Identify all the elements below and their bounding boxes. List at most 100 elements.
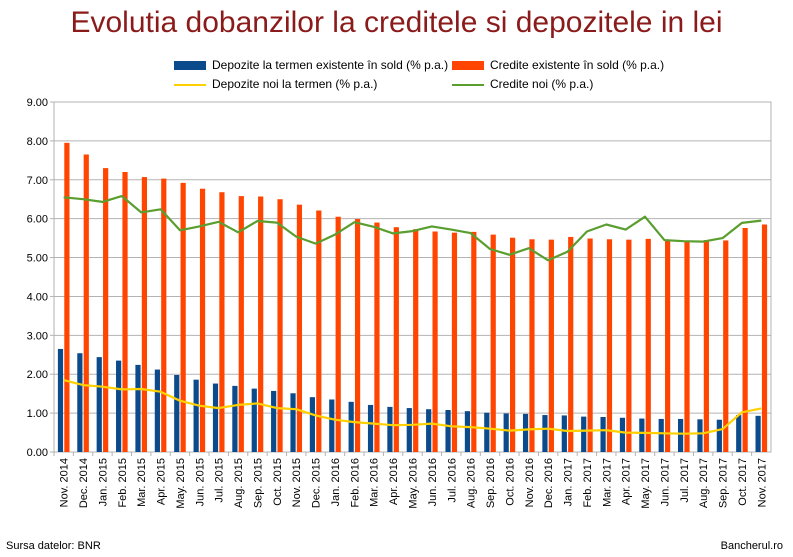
x-tick-label: Dec. 2014 bbox=[78, 458, 90, 508]
x-tick-label: Mar. 2017 bbox=[601, 458, 613, 507]
x-tick-label: Jun. 2015 bbox=[194, 458, 206, 506]
bar-credits-stock bbox=[742, 228, 748, 452]
x-tick-label: Nov. 2015 bbox=[291, 458, 303, 507]
x-tick-label: May. 2017 bbox=[640, 458, 652, 509]
bar-credits-stock bbox=[413, 229, 419, 452]
bar-credits-stock bbox=[606, 239, 613, 452]
bar-credits-stock bbox=[703, 240, 709, 452]
line-credits-new bbox=[63, 195, 762, 262]
bar-credits-stock bbox=[180, 182, 186, 452]
bar-credits-stock bbox=[471, 231, 477, 452]
x-tick-label: Aug. 2016 bbox=[466, 458, 478, 508]
x-tick-label: Aug. 2015 bbox=[233, 458, 245, 508]
legend-swatch-credits-stock bbox=[452, 61, 484, 70]
y-tick-label: 7.00 bbox=[27, 175, 48, 187]
legend-swatch-credits-new bbox=[452, 84, 484, 86]
x-tick-label: Jul. 2016 bbox=[446, 458, 458, 503]
bar-deposits-stock bbox=[484, 412, 490, 452]
y-tick-label: 0.00 bbox=[27, 447, 48, 459]
bar-credits-stock bbox=[296, 204, 303, 452]
legend-label-credits-stock: Credite existente în sold (% p.a.) bbox=[490, 58, 665, 72]
bar-credits-stock bbox=[103, 168, 109, 452]
bar-deposits-stock bbox=[503, 413, 509, 452]
bar-credits-stock bbox=[587, 238, 593, 452]
bar-deposits-stock bbox=[716, 419, 722, 452]
legend-item-credits-new: Credite noi (% p.a.) bbox=[452, 77, 702, 92]
y-tick-label: 4.00 bbox=[27, 291, 48, 303]
y-tick-label: 2.00 bbox=[27, 369, 48, 381]
bar-deposits-stock bbox=[193, 379, 199, 452]
x-tick-label: Dec. 2016 bbox=[543, 458, 555, 508]
bar-deposits-stock bbox=[57, 348, 64, 452]
bar-deposits-stock bbox=[232, 385, 238, 452]
x-tick-label: Nov. 2016 bbox=[524, 458, 536, 507]
x-tick-label: Oct. 2017 bbox=[737, 458, 749, 506]
x-tick-label: Mar. 2016 bbox=[369, 458, 381, 507]
bar-deposits-stock bbox=[271, 390, 277, 452]
bar-credits-stock bbox=[432, 231, 438, 452]
bar-credits-stock bbox=[64, 142, 70, 453]
legend-label-deposits-new: Depozite noi la termen (% p.a.) bbox=[212, 77, 378, 91]
x-tick-label: Oct. 2015 bbox=[272, 458, 284, 506]
bar-credits-stock bbox=[723, 240, 729, 452]
x-tick-label: Apr. 2015 bbox=[156, 458, 168, 505]
bar-deposits-stock bbox=[658, 418, 664, 452]
line-deposits-new bbox=[63, 379, 762, 435]
bar-deposits-stock bbox=[387, 406, 393, 452]
bar-credits-stock bbox=[83, 154, 89, 452]
x-tick-label: Jan. 2015 bbox=[97, 458, 109, 506]
x-tick-label: Sep. 2015 bbox=[252, 458, 264, 508]
x-tick-label: Jan. 2017 bbox=[563, 458, 575, 506]
bar-deposits-stock bbox=[600, 417, 606, 452]
legend-swatch-deposits-stock bbox=[174, 61, 206, 70]
x-tick-label: May. 2016 bbox=[408, 458, 420, 509]
bar-credits-stock bbox=[509, 237, 516, 452]
bar-credits-stock bbox=[568, 236, 574, 452]
x-tick-label: Jan. 2016 bbox=[330, 458, 342, 506]
bar-deposits-stock bbox=[329, 399, 335, 452]
x-tick-label: Nov. 2017 bbox=[756, 458, 768, 507]
bar-credits-stock bbox=[141, 177, 148, 453]
bar-credits-stock bbox=[161, 178, 167, 452]
legend-item-credits-stock: Credite existente în sold (% p.a.) bbox=[452, 58, 702, 73]
bar-credits-stock bbox=[374, 222, 380, 452]
bar-credits-stock bbox=[238, 196, 244, 452]
bar-deposits-stock bbox=[135, 364, 141, 452]
bar-credits-stock bbox=[626, 239, 632, 452]
bar-deposits-stock bbox=[522, 413, 529, 452]
legend-label-deposits-stock: Depozite la termen existente în sold (% … bbox=[212, 58, 449, 72]
bar-credits-stock bbox=[354, 219, 361, 452]
bar-deposits-stock bbox=[348, 401, 354, 452]
x-tick-label: Dec. 2015 bbox=[311, 458, 323, 508]
bar-deposits-stock bbox=[677, 418, 684, 452]
bar-deposits-stock bbox=[154, 369, 160, 452]
bar-deposits-stock bbox=[251, 388, 257, 452]
x-tick-label: Oct. 2016 bbox=[504, 458, 516, 506]
x-tick-label: Jun. 2017 bbox=[659, 458, 671, 506]
bar-credits-stock bbox=[684, 241, 690, 452]
footer-source: Sursa datelor: BNR bbox=[6, 540, 101, 552]
bar-deposits-stock bbox=[426, 409, 432, 452]
x-tick-label: Aug. 2017 bbox=[698, 458, 710, 508]
bar-deposits-stock bbox=[697, 419, 703, 452]
bar-credits-stock bbox=[665, 239, 671, 452]
x-tick-label: Feb. 2015 bbox=[117, 458, 129, 508]
bar-credits-stock bbox=[548, 239, 554, 452]
bar-deposits-stock bbox=[212, 383, 219, 452]
x-tick-label: Feb. 2016 bbox=[349, 458, 361, 508]
bar-deposits-stock bbox=[542, 415, 548, 452]
bar-deposits-stock bbox=[445, 410, 451, 452]
bar-deposits-stock bbox=[581, 416, 587, 452]
bar-credits-stock bbox=[529, 239, 535, 452]
legend-item-deposits-new: Depozite noi la termen (% p.a.) bbox=[174, 77, 424, 92]
legend-item-deposits-stock: Depozite la termen existente în sold (% … bbox=[174, 58, 448, 73]
x-tick-label: May. 2015 bbox=[175, 458, 187, 509]
bar-deposits-stock bbox=[290, 393, 296, 452]
bar-deposits-stock bbox=[116, 360, 122, 452]
x-tick-label: Jul. 2017 bbox=[679, 458, 691, 503]
bar-deposits-stock bbox=[309, 397, 316, 452]
bar-credits-stock bbox=[490, 234, 496, 452]
x-tick-label: Sep. 2016 bbox=[485, 458, 497, 508]
